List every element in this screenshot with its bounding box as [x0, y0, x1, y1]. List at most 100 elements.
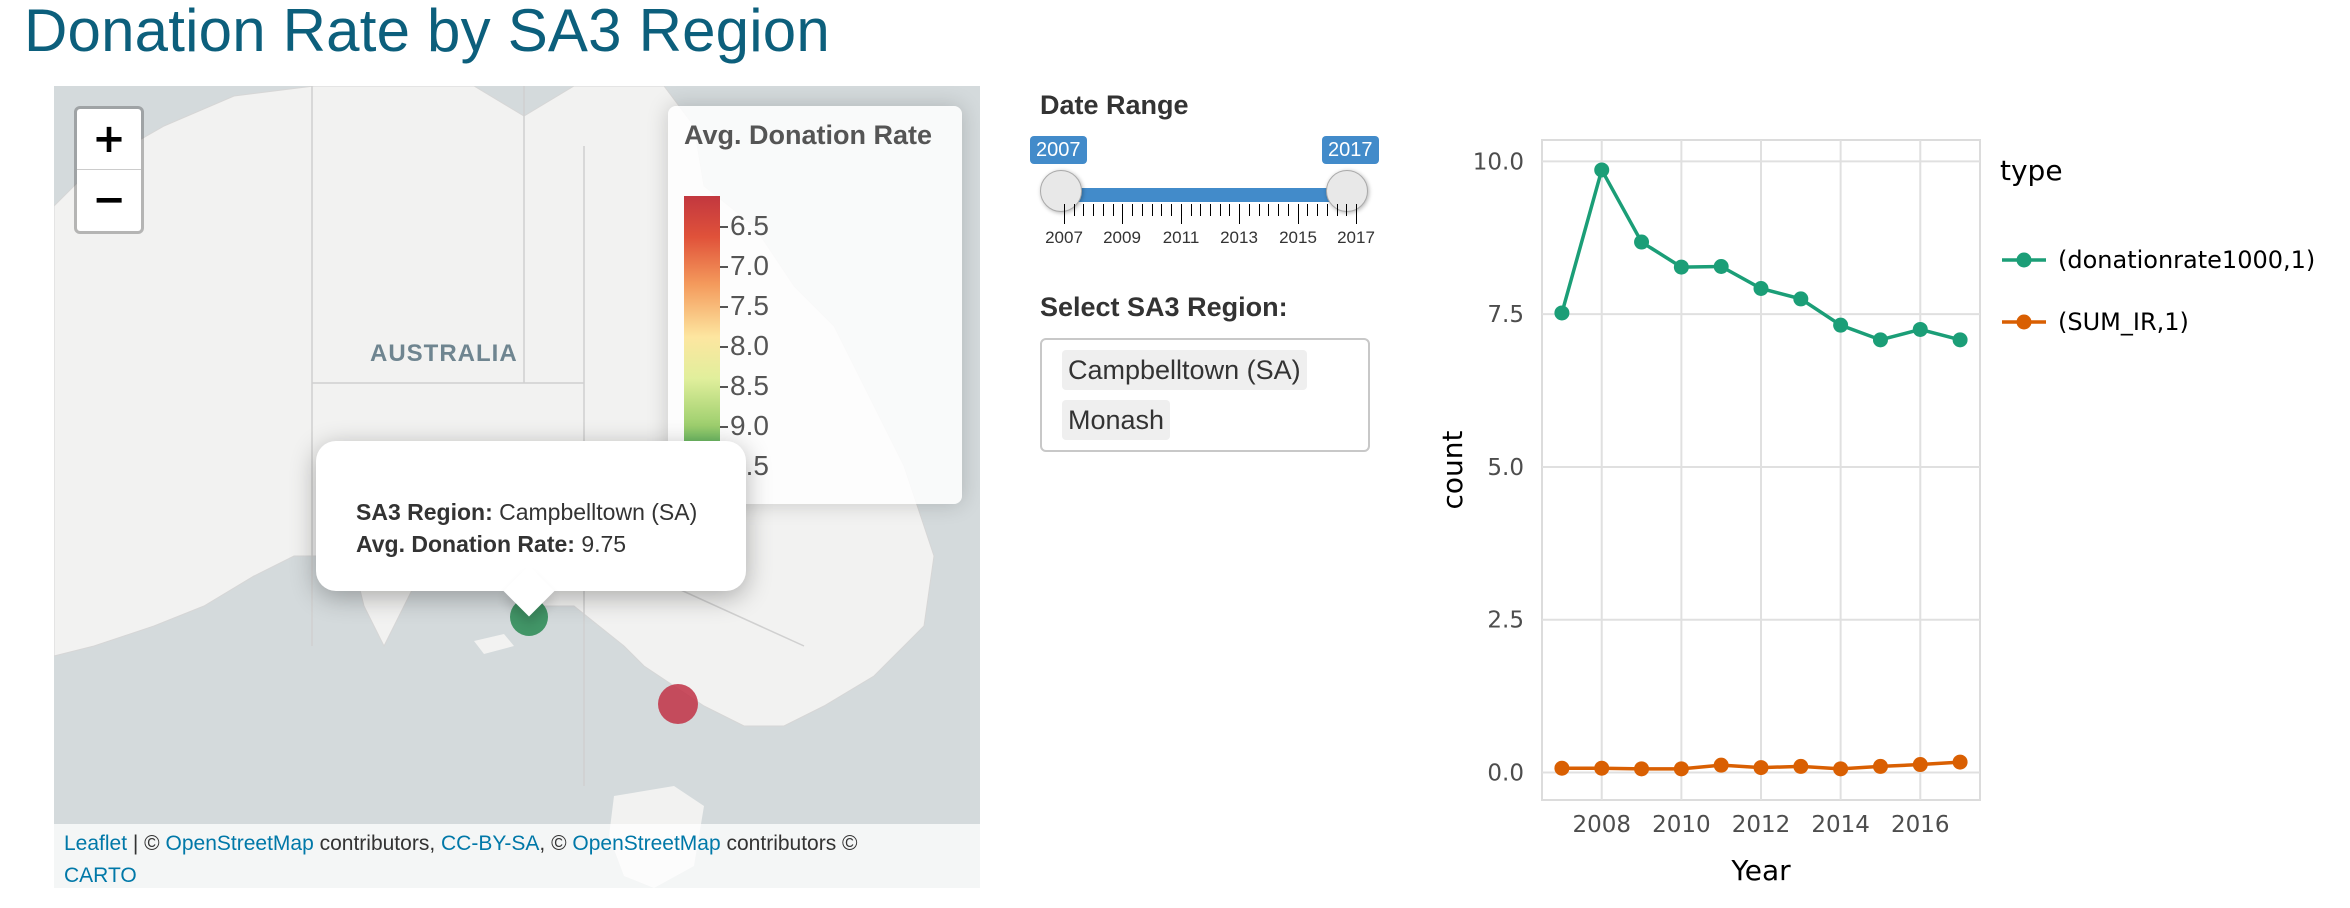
map-attribution: Leaflet | © OpenStreetMap contributors, … — [54, 824, 980, 888]
slider-tick — [1346, 204, 1348, 216]
x-tick-label: 2014 — [1811, 812, 1870, 838]
legend-label: 9.0 — [730, 410, 769, 441]
zoom-in-button[interactable]: + — [77, 109, 141, 170]
date-range-label: Date Range — [1040, 90, 1189, 120]
selected-region-item[interactable]: Monash — [1062, 400, 1171, 440]
slider-grid-label: 2013 — [1220, 228, 1258, 247]
slider-tick — [1307, 204, 1309, 216]
slider-tick — [1210, 204, 1211, 216]
data-point — [1793, 758, 1809, 774]
data-point — [1594, 760, 1610, 776]
popup-rate-key: Avg. Donation Rate: — [356, 531, 575, 557]
zoom-out-button[interactable]: − — [92, 177, 126, 223]
slider-tick — [1190, 204, 1192, 216]
slider-tick — [1102, 204, 1104, 216]
map-widget[interactable]: AUSTRALIA + − Avg. Donation Rate 6.5 7.0… — [54, 86, 980, 888]
slider-tick — [1171, 204, 1173, 216]
slider-to-value: 2017 — [1322, 136, 1379, 164]
x-tick-label: 2010 — [1652, 812, 1711, 838]
slider-tick — [1287, 204, 1289, 216]
region-multiselect[interactable]: Campbelltown (SA) Monash — [1040, 338, 1370, 452]
slider-tick — [1083, 204, 1085, 216]
data-point — [1912, 321, 1928, 337]
legend-label: 7.5 — [730, 290, 769, 321]
slider-tick — [1151, 204, 1153, 216]
legend-label: 8.5 — [730, 370, 769, 401]
legend-title: type — [2000, 154, 2063, 187]
x-tick-label: 2008 — [1572, 812, 1631, 838]
data-point — [1753, 760, 1769, 776]
data-point — [1634, 761, 1650, 777]
legend-label: 7.0 — [730, 250, 769, 281]
y-axis-title: count — [1436, 430, 1469, 509]
color-legend: Avg. Donation Rate 6.5 7.0 7.5 8.0 8.5 9… — [668, 106, 962, 504]
slider-tick — [1258, 204, 1260, 216]
popup-rate-value: 9.75 — [581, 531, 627, 557]
x-tick-label: 2012 — [1732, 812, 1791, 838]
legend-key-point — [2016, 314, 2032, 330]
data-point — [1673, 259, 1689, 275]
x-axis-title: Year — [1730, 854, 1791, 887]
slider-selected-bar[interactable] — [1060, 188, 1356, 202]
marker-monash[interactable] — [658, 684, 698, 724]
data-point — [1833, 761, 1849, 777]
data-point — [1872, 332, 1888, 348]
slider-tick — [1219, 204, 1221, 216]
data-point — [1673, 761, 1689, 777]
data-point — [1952, 332, 1968, 348]
osm-link[interactable]: OpenStreetMap — [165, 832, 314, 855]
data-point — [1713, 757, 1729, 773]
slider-from-value: 2007 — [1030, 136, 1087, 164]
popup-region-key: SA3 Region: — [356, 499, 493, 525]
data-point — [1753, 281, 1769, 296]
leaflet-link[interactable]: Leaflet — [64, 832, 128, 855]
data-point — [1833, 317, 1849, 333]
slider-tick — [1278, 204, 1280, 216]
x-tick-label: 2016 — [1891, 812, 1950, 838]
y-tick-label: 2.5 — [1487, 608, 1524, 634]
place-label-australia: AUSTRALIA — [370, 340, 518, 367]
slider-grid-label: 2007 — [1045, 228, 1083, 247]
slider-tick — [1141, 204, 1143, 216]
legend-key-point — [2016, 252, 2032, 268]
slider-tick — [1239, 204, 1241, 224]
data-point — [1793, 291, 1809, 307]
slider-tick — [1200, 204, 1202, 216]
popup-region-value: Campbelltown (SA) — [499, 499, 698, 525]
data-point — [1872, 758, 1888, 774]
slider-tick — [1093, 204, 1095, 216]
carto-link[interactable]: CARTO — [64, 864, 137, 887]
select-region-label: Select SA3 Region: — [1040, 292, 1288, 322]
y-tick-label: 0.0 — [1487, 761, 1524, 787]
slider-grid-label: 2009 — [1103, 228, 1141, 247]
slider-tick — [1336, 204, 1338, 216]
slider-tick — [1268, 204, 1270, 216]
slider-tick — [1229, 204, 1231, 216]
slider-tick — [1122, 204, 1124, 224]
selected-region-item[interactable]: Campbelltown (SA) — [1062, 350, 1307, 390]
slider-tick — [1064, 204, 1065, 224]
page-title: Donation Rate by SA3 Region — [24, 0, 830, 64]
data-point — [1912, 757, 1928, 773]
map-popup: SA3 Region: Campbelltown (SA) Avg. Donat… — [316, 441, 746, 617]
slider-grid-label: 2017 — [1337, 228, 1375, 247]
slider-grid-label: 2011 — [1162, 228, 1200, 247]
legend-label: 6.5 — [730, 210, 769, 241]
slider-grid-label: 2015 — [1279, 228, 1317, 247]
data-point — [1554, 305, 1570, 321]
data-point — [1634, 234, 1650, 250]
slider-tick — [1317, 204, 1319, 216]
y-tick-label: 5.0 — [1487, 455, 1524, 481]
slider-tick — [1180, 204, 1182, 224]
legend-entry-label: (donationrate1000,1) — [2058, 246, 2315, 274]
date-range-slider[interactable]: 2007 2017 2007 2009 2011 2013 2015 2017 — [1030, 136, 1380, 256]
slider-tick — [1356, 204, 1357, 224]
data-point — [1713, 259, 1729, 274]
y-tick-label: 10.0 — [1473, 149, 1524, 175]
data-point — [1554, 760, 1570, 776]
osm-link[interactable]: OpenStreetMap — [572, 832, 721, 855]
legend-entry-label: (SUM_IR,1) — [2058, 308, 2189, 336]
cc-by-sa-link[interactable]: CC-BY-SA — [441, 832, 540, 855]
slider-handle-from[interactable] — [1040, 170, 1082, 212]
legend-title: Avg. Donation Rate — [684, 120, 933, 150]
